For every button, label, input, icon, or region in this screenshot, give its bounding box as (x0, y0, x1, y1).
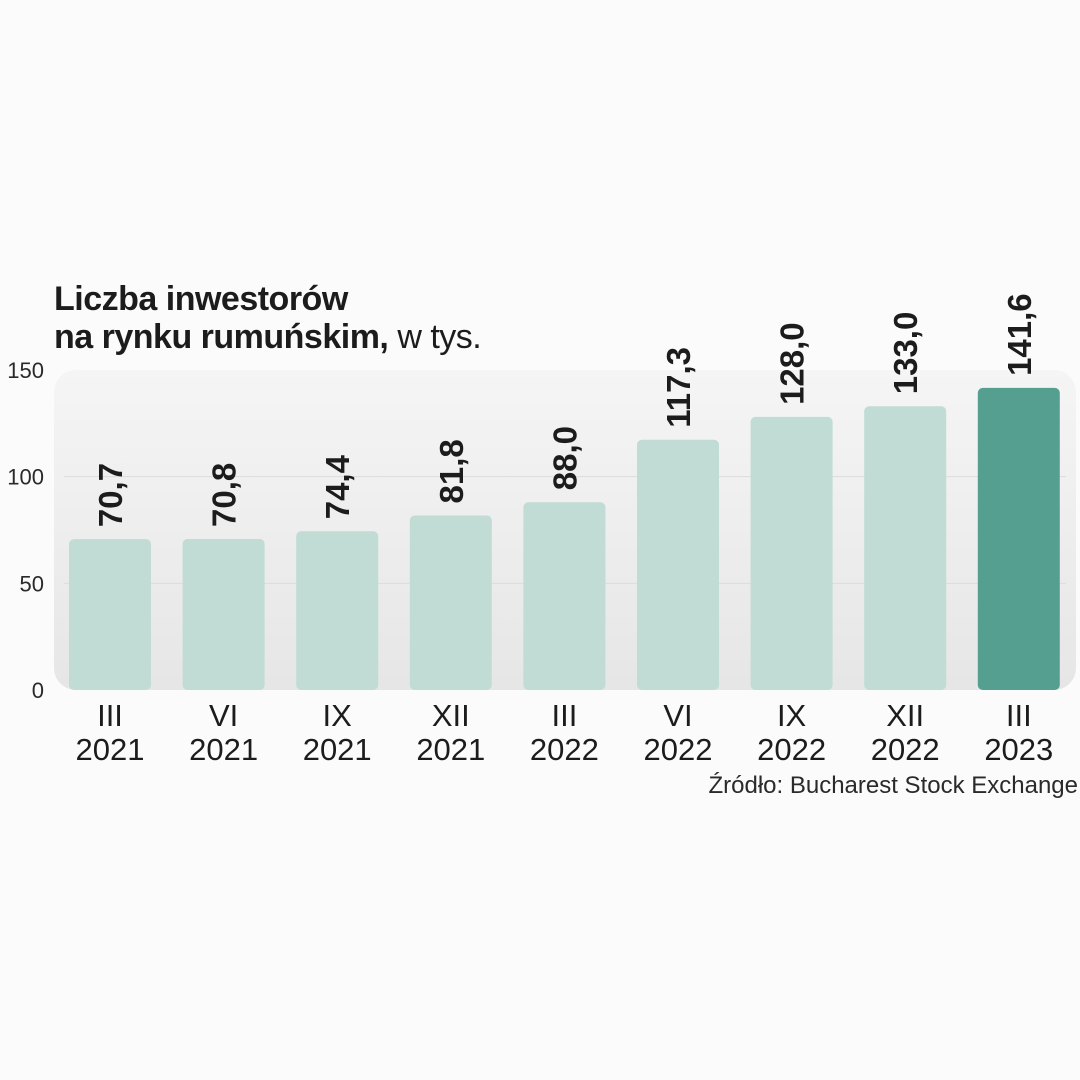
y-tick-label: 150 (7, 358, 44, 383)
x-tick-label-year: 2021 (76, 732, 145, 767)
title-line-2: na rynku rumuńskim, w tys. (54, 318, 482, 356)
y-tick-label: 100 (7, 465, 44, 490)
bar (69, 539, 151, 690)
x-tick-label-year: 2022 (871, 732, 940, 767)
bar (637, 439, 719, 690)
bar (182, 538, 265, 690)
title-line-2-text: na rynku rumuńskim, (54, 318, 389, 356)
value-label: 88,0 (546, 426, 583, 490)
x-tick-label-year: 2021 (303, 732, 372, 767)
title-line-1: Liczba inwestorów (54, 280, 348, 318)
x-tick-label-year: 2022 (530, 732, 599, 767)
x-tick-label-year: 2022 (644, 732, 713, 767)
chart-title: Liczba inwestorów na rynku rumuńskim, w … (54, 280, 482, 356)
source-note: Źródło: Bucharest Stock Exchange (708, 772, 1078, 799)
x-tick-label-period: VI (663, 698, 692, 733)
value-label: 117,3 (660, 347, 697, 428)
y-tick-label: 50 (20, 571, 44, 596)
bar (977, 387, 1060, 690)
x-tick-label-period: IX (777, 698, 807, 733)
title-unit: w tys. (397, 318, 482, 356)
value-label: 70,8 (206, 463, 243, 527)
bar (523, 502, 606, 690)
x-tick-label-period: XII (886, 698, 924, 733)
value-label: 128,0 (774, 322, 811, 405)
y-tick-label: 0 (32, 678, 44, 703)
bar (750, 416, 833, 690)
bar (864, 406, 947, 690)
value-label: 141,6 (1001, 293, 1038, 376)
x-tick-label-year: 2023 (984, 732, 1053, 767)
bar (409, 515, 492, 690)
x-tick-label-period: XII (432, 698, 470, 733)
value-label: 81,8 (433, 439, 470, 503)
x-tick-label-year: 2021 (416, 732, 485, 767)
x-tick-label-period: III (97, 698, 123, 733)
value-label: 74,4 (319, 454, 356, 519)
bar (296, 531, 379, 690)
x-tick-label-year: 2021 (189, 732, 258, 767)
x-tick-label-period: VI (209, 698, 238, 733)
x-tick-label-period: IX (323, 698, 353, 733)
x-tick-label-period: III (551, 698, 577, 733)
x-tick-label-period: III (1006, 698, 1032, 733)
value-label: 70,7 (92, 463, 129, 527)
x-tick-label-year: 2022 (757, 732, 826, 767)
value-label: 133,0 (887, 312, 924, 395)
